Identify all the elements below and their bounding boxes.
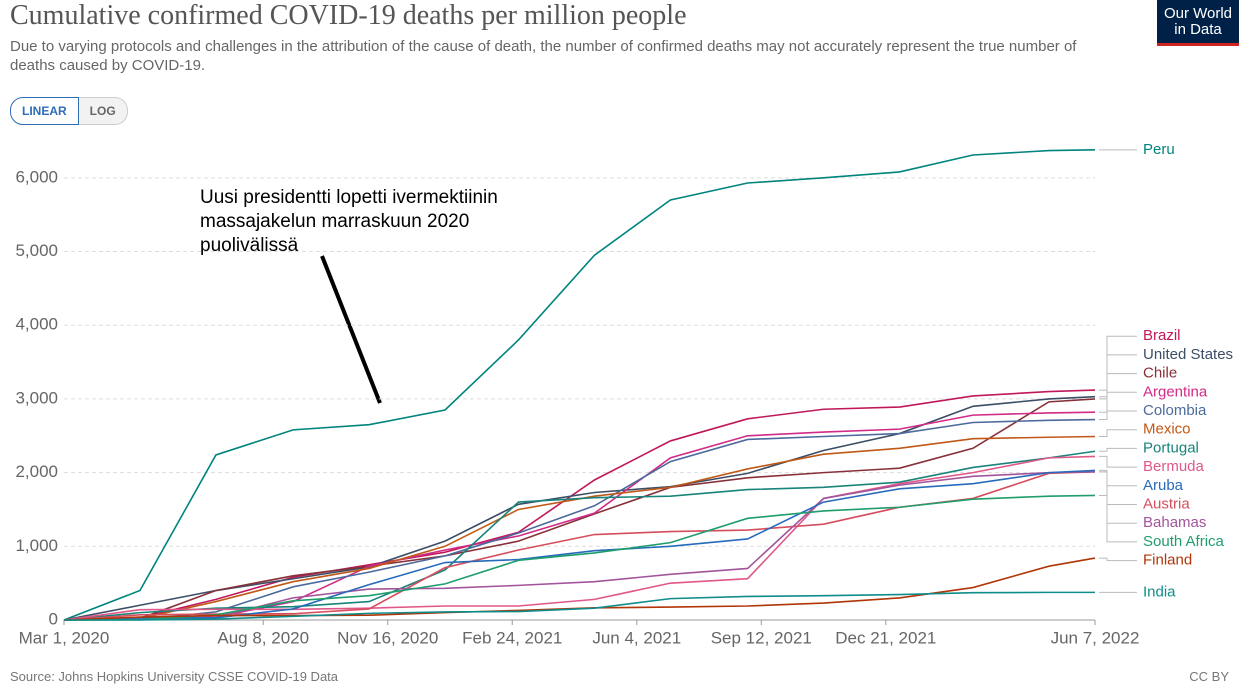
series-line [63, 389, 1096, 621]
label-connector [1099, 410, 1137, 421]
y-tick-label: 0 [49, 609, 58, 628]
label-connector [1099, 469, 1137, 487]
x-tick-label: Feb 24, 2021 [462, 628, 562, 647]
series-line [63, 411, 1096, 621]
scale-toggle: LINEAR LOG [10, 97, 128, 125]
legend-label: Peru [1143, 141, 1175, 158]
legend-label: Argentina [1143, 383, 1208, 400]
y-tick-label: 1,000 [15, 536, 58, 555]
legend-label: Colombia [1143, 402, 1207, 419]
annotation-arrow [320, 255, 382, 404]
series-line [63, 494, 1096, 621]
legend-label: India [1143, 583, 1176, 600]
y-tick-label: 2,000 [15, 462, 58, 481]
source: Source: Johns Hopkins University CSSE CO… [10, 669, 339, 684]
legend-label: South Africa [1143, 533, 1225, 550]
y-tick-label: 3,000 [15, 388, 58, 407]
annotation-text: puolivälissä [200, 235, 299, 256]
y-tick-label: 6,000 [15, 167, 58, 186]
logo-line: Our World [1163, 5, 1233, 22]
chart-subtitle: Due to varying protocols and challenges … [10, 38, 1077, 74]
license: CC BY [1189, 669, 1229, 684]
x-tick-label: Mar 1, 2020 [19, 628, 110, 647]
series-line [63, 435, 1096, 621]
logo-line: in Data [1174, 21, 1222, 38]
legend-label: Finland [1143, 552, 1192, 569]
legend-label: Portugal [1143, 439, 1199, 456]
legend-label: Mexico [1143, 421, 1191, 438]
legend-label: Chile [1143, 365, 1177, 382]
series-line [63, 469, 1096, 621]
x-tick-label: Dec 21, 2021 [835, 628, 936, 647]
x-tick-label: Jun 4, 2021 [592, 628, 681, 647]
label-connector [1099, 335, 1137, 391]
label-connector [1099, 494, 1137, 543]
legend-label: Bahamas [1143, 514, 1206, 531]
series-line [63, 149, 1096, 621]
linear-button[interactable]: LINEAR [10, 97, 79, 125]
chart-title: Cumulative confirmed COVID-19 deaths per… [10, 0, 687, 31]
x-tick-label: Aug 8, 2020 [217, 628, 309, 647]
annotation-text: massajakelun marraskuun 2020 [200, 211, 469, 232]
series-line [63, 455, 1096, 621]
label-connector [1099, 429, 1137, 438]
x-tick-label: Jun 7, 2022 [1051, 628, 1140, 647]
series-line [63, 418, 1096, 621]
series-line [63, 591, 1095, 621]
label-connector [1099, 447, 1137, 452]
log-button[interactable]: LOG [78, 97, 128, 125]
legend-label: United States [1143, 346, 1233, 363]
x-tick-label: Sep 12, 2021 [711, 628, 812, 647]
series-line [63, 398, 1096, 621]
legend-label: Bermuda [1143, 458, 1205, 475]
legend-label: Brazil [1143, 327, 1181, 344]
annotation-text: Uusi presidentti lopetti ivermektiinin [200, 187, 498, 208]
series-line [63, 450, 1096, 621]
label-connector [1099, 471, 1137, 506]
legend-label: Aruba [1143, 477, 1184, 494]
logo[interactable]: Our World in Data [1157, 0, 1239, 46]
label-connector [1099, 471, 1137, 524]
label-connector [1099, 373, 1137, 400]
y-tick-label: 5,000 [15, 241, 58, 260]
x-tick-label: Nov 16, 2020 [337, 628, 438, 647]
label-connector [1099, 391, 1137, 413]
label-connector [1099, 557, 1137, 562]
label-connector [1099, 455, 1137, 468]
legend-label: Austria [1143, 495, 1190, 512]
series-line [63, 395, 1096, 621]
y-tick-label: 4,000 [15, 315, 58, 334]
